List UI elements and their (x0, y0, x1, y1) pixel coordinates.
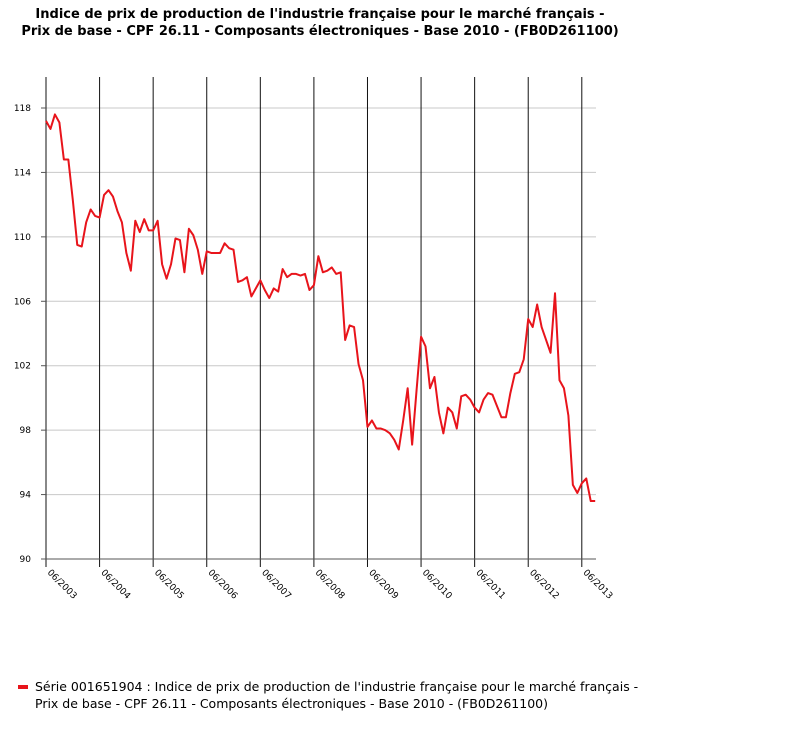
x-tick-label: 06/2008 (313, 568, 347, 602)
legend: Série 001651904 : Indice de prix de prod… (18, 678, 658, 712)
legend-label: Série 001651904 : Indice de prix de prod… (35, 679, 639, 711)
x-tick-label: 06/2005 (152, 568, 186, 602)
y-tick-label: 118 (14, 104, 31, 114)
x-axis-tick-labels: 06/2003 06/2004 06/2005 06/2006 06/2007 06/20… (45, 568, 614, 602)
y-tick-label: 114 (14, 168, 31, 178)
x-tick-label: 06/2013 (581, 568, 615, 602)
chart-title: Indice de prix de production de l'indust… (0, 6, 640, 40)
y-tick-label: 98 (20, 426, 32, 436)
x-tick-label: 06/2003 (45, 568, 79, 602)
legend-swatch (18, 685, 28, 689)
y-tick-label: 102 (14, 362, 31, 372)
series-line (45, 113, 596, 503)
x-tick-label: 06/2009 (366, 568, 400, 602)
x-tick-label: 06/2004 (98, 568, 132, 602)
chart-title-line-1: Indice de prix de production de l'indust… (35, 7, 605, 22)
vertical-gridlines (45, 77, 583, 567)
x-tick-label: 06/2011 (474, 568, 508, 602)
series-lines (45, 113, 596, 503)
x-tick-label: 06/2007 (259, 568, 293, 602)
axes (41, 107, 596, 560)
y-tick-label: 90 (20, 555, 32, 565)
y-tick-label: 94 (20, 491, 32, 501)
y-tick-label: 110 (14, 233, 31, 243)
x-tick-label: 06/2012 (527, 568, 561, 602)
x-tick-label: 06/2010 (420, 568, 454, 602)
y-axis-tick-labels: 90 94 98 102 106 110 114 118 (14, 104, 31, 565)
y-tick-label: 106 (14, 297, 31, 307)
x-tick-label: 06/2006 (206, 568, 240, 602)
chart-title-line-2: Prix de base - CPF 26.11 - Composants él… (21, 24, 619, 39)
horizontal-gridlines (46, 107, 596, 496)
